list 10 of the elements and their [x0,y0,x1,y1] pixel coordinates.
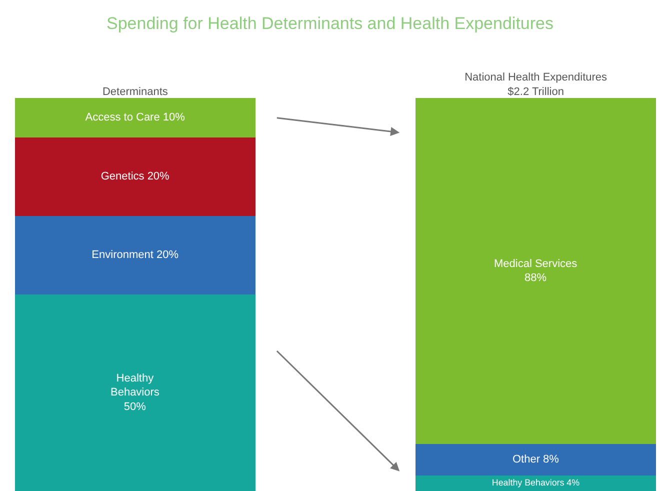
chart-title: Spending for Health Determinants and Health Expenditures [106,14,554,34]
data-label: Medical Services 88% [494,258,578,284]
data-label: Healthy Behaviors 4% [492,478,580,488]
data-label: Healthy Behaviors 50% [110,372,160,414]
x-tick-label: Determinants [102,86,168,98]
data-label: Other 8% [512,454,560,466]
data-label: Genetics 20% [100,170,170,183]
data-label: Access to Care 10% [85,112,186,124]
data-label: Environment 20% [92,249,179,262]
x-tick-label: National Health Expenditures $2.2 Trillion [464,72,608,98]
